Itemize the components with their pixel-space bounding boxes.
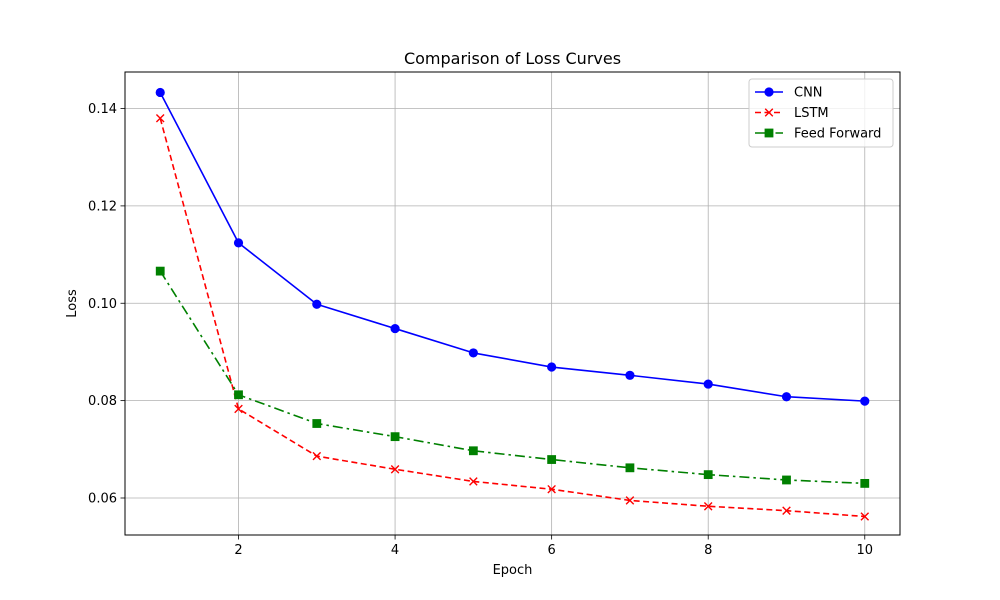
- x-tick-label: 8: [704, 543, 712, 558]
- chart-title: Comparison of Loss Curves: [404, 49, 621, 68]
- legend-label-cnn: CNN: [794, 86, 823, 101]
- x-axis-label: Epoch: [493, 563, 533, 578]
- data-point-cnn: [156, 88, 164, 96]
- data-point-cnn: [704, 380, 712, 388]
- data-point-cnn: [626, 371, 634, 379]
- data-point-feed-forward: [548, 456, 556, 464]
- data-point-feed-forward: [235, 391, 243, 399]
- y-axis-label: Loss: [65, 289, 80, 318]
- y-tick-label: 0.14: [88, 102, 117, 117]
- data-point-feed-forward: [469, 447, 477, 455]
- y-tick-label: 0.10: [88, 297, 117, 312]
- data-point-cnn: [861, 397, 869, 405]
- data-point-feed-forward: [156, 267, 164, 275]
- data-point-cnn: [469, 349, 477, 357]
- legend: CNN LSTM Feed Forward: [749, 79, 893, 147]
- data-point-feed-forward: [704, 471, 712, 479]
- x-tick-label: 10: [856, 543, 873, 558]
- data-point-feed-forward: [391, 433, 399, 441]
- data-point-feed-forward: [782, 476, 790, 484]
- legend-label-lstm: LSTM: [794, 106, 829, 121]
- legend-label-feed-forward: Feed Forward: [794, 127, 881, 142]
- x-tick-label: 4: [391, 543, 399, 558]
- data-point-cnn: [547, 363, 555, 371]
- data-point-cnn: [782, 393, 790, 401]
- legend-marker-cnn: [765, 88, 773, 96]
- data-point-feed-forward: [626, 464, 634, 472]
- y-tick-label: 0.08: [88, 394, 117, 409]
- data-point-cnn: [313, 300, 321, 308]
- x-tick-label: 6: [548, 543, 556, 558]
- data-point-feed-forward: [313, 420, 321, 428]
- x-tick-label: 2: [234, 543, 242, 558]
- data-point-feed-forward: [861, 479, 869, 487]
- y-tick-label: 0.06: [88, 491, 117, 506]
- data-point-cnn: [234, 239, 242, 247]
- data-point-cnn: [391, 324, 399, 332]
- y-tick-label: 0.12: [88, 199, 117, 214]
- legend-marker-feed-forward: [765, 129, 773, 137]
